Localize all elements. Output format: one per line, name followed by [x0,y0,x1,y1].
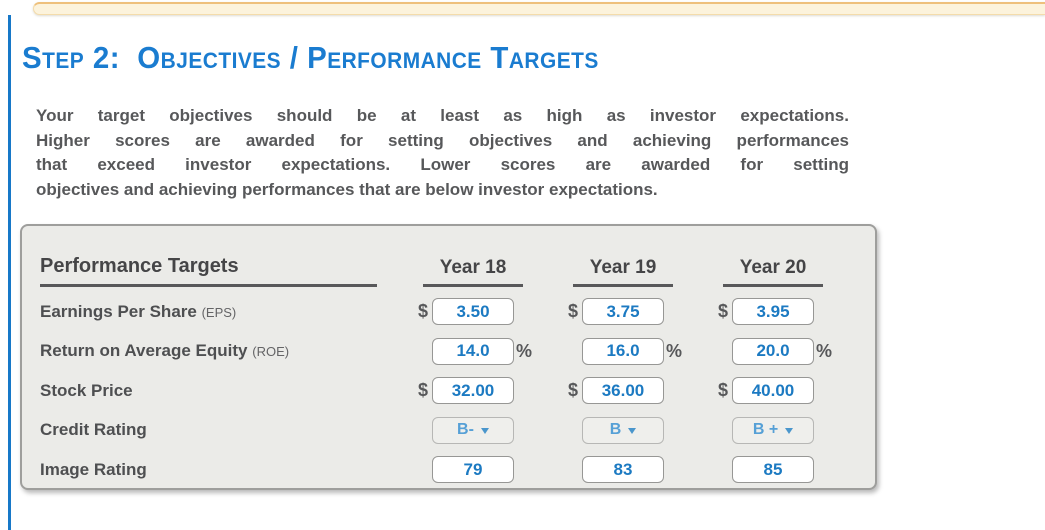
dollar-sign: $ [717,380,728,401]
dollar-sign: $ [567,301,578,322]
dropdown-value: B [609,421,622,439]
table-row-credit-rating: Credit Rating B- B [22,411,875,451]
row-label-abbr: (EPS) [201,304,237,320]
table-row-eps: Earnings Per Share (EPS) $ $ $ [22,292,875,332]
chevron-down-icon [480,428,489,435]
row-label-credit-rating: Credit Rating [40,420,147,440]
collapsed-top-banner [33,2,1045,15]
roe-year20-input[interactable] [732,337,814,365]
dropdown-value: B + [752,421,779,439]
row-label-roe: Return on Average Equity (ROE) [40,341,290,361]
table-row-roe: Return on Average Equity (ROE) % % % [22,332,875,372]
intro-paragraph: Your target objectives should be at leas… [36,104,849,202]
header-performance-targets: Performance Targets [40,255,377,287]
intro-line: Your target objectives should be at leas… [36,106,849,125]
dollar-sign: $ [717,301,728,322]
eps-year19-input[interactable] [582,298,664,326]
intro-line: that exceed investor expectations. Lower… [36,155,849,174]
table-header-row: Performance Targets Year 18 Year 19 Year… [22,239,875,287]
dollar-sign: $ [417,301,428,322]
roe-year19-input[interactable] [582,337,664,365]
image-rating-year18-input[interactable] [432,456,514,484]
header-year-18: Year 18 [423,257,523,287]
percent-sign: % [816,340,833,361]
dropdown-value: B- [457,421,474,439]
credit-rating-year19-dropdown[interactable]: B [582,416,664,444]
table-row-image-rating: Image Rating [22,450,875,490]
intro-line: Higher scores are awarded for setting ob… [36,130,849,150]
row-label-eps: Earnings Per Share (EPS) [40,301,237,321]
row-label-image-rating: Image Rating [40,459,147,479]
eps-year20-input[interactable] [732,298,814,326]
stock-price-year19-input[interactable] [582,377,664,405]
intro-line: objectives and achieving performances th… [36,179,658,199]
dollar-sign: $ [417,380,428,401]
image-rating-year19-input[interactable] [582,456,664,484]
chevron-down-icon [785,428,794,435]
performance-targets-panel: Performance Targets Year 18 Year 19 Year… [20,224,877,490]
stock-price-year20-input[interactable] [732,377,814,405]
credit-rating-year18-dropdown[interactable]: B- [432,416,514,444]
header-year-20: Year 20 [723,257,823,287]
page-title: Step 2: Objectives / Performance Targets [22,40,599,75]
row-label-stock-price: Stock Price [40,380,133,400]
chevron-down-icon [628,428,637,435]
row-label-abbr: (ROE) [252,344,290,360]
table-row-stock-price: Stock Price $ $ $ [22,371,875,411]
stock-price-year18-input[interactable] [432,377,514,405]
eps-year18-input[interactable] [432,298,514,326]
percent-sign: % [516,340,533,361]
percent-sign: % [666,340,683,361]
credit-rating-year20-dropdown[interactable]: B + [732,416,814,444]
dollar-sign: $ [567,380,578,401]
left-accent-border [8,15,11,530]
roe-year18-input[interactable] [432,337,514,365]
image-rating-year20-input[interactable] [732,456,814,484]
header-year-19: Year 19 [573,257,673,287]
table-rows: Earnings Per Share (EPS) $ $ $ [22,292,875,490]
